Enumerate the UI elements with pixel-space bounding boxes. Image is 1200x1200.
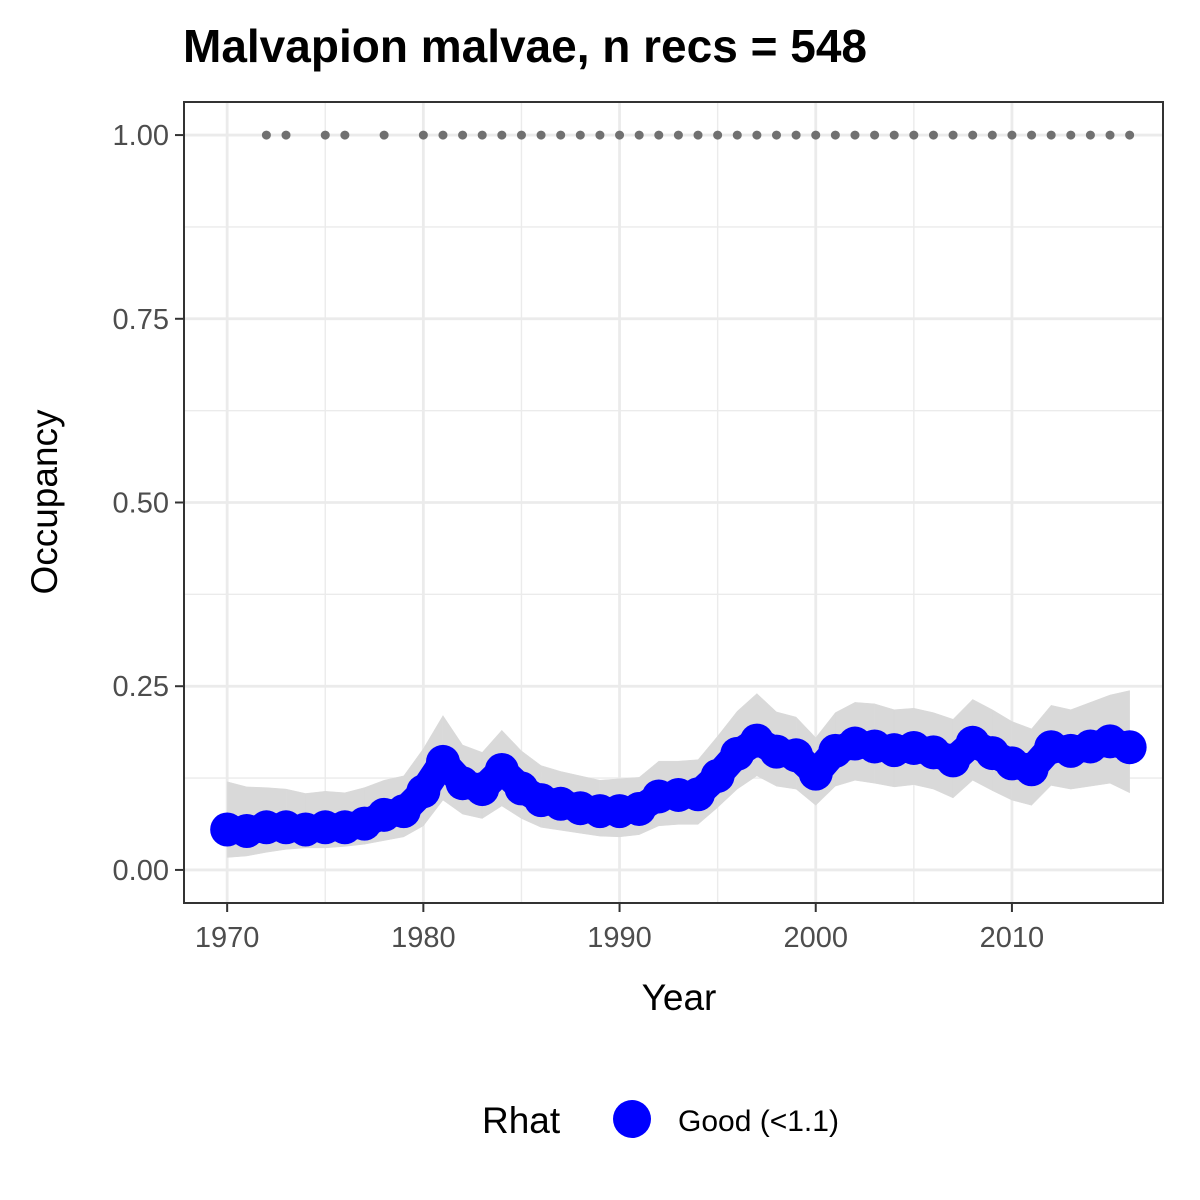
record-marker (1125, 130, 1135, 140)
record-year-markers (261, 130, 1135, 140)
occupancy-point (1112, 730, 1147, 765)
axis-tick-labels: 1970 1980 1990 2000 2010 0.00 0.25 0.50 0.75 1.00 (113, 120, 1045, 954)
occupancy-point (1014, 752, 1049, 787)
record-marker (713, 130, 723, 140)
y-tick-label: 1.00 (113, 120, 169, 152)
occupancy-point (700, 758, 735, 793)
occupancy-points (210, 723, 1147, 848)
record-marker (850, 130, 860, 140)
record-marker (438, 130, 448, 140)
record-marker (1066, 130, 1076, 140)
record-marker (379, 130, 389, 140)
record-marker (654, 130, 664, 140)
occupancy-point (406, 774, 441, 809)
occupancy-point (798, 756, 833, 791)
record-marker (458, 130, 468, 140)
record-marker (752, 130, 762, 140)
x-tick-label: 1970 (195, 922, 260, 954)
y-axis-title: Occupancy (24, 409, 65, 595)
y-tick-label: 0.25 (113, 671, 169, 703)
record-marker (732, 130, 742, 140)
x-tick-label: 1980 (391, 922, 456, 954)
legend-title: Rhat (482, 1100, 561, 1141)
record-marker (1085, 130, 1095, 140)
record-marker (320, 130, 330, 140)
record-marker (261, 130, 271, 140)
record-marker (693, 130, 703, 140)
record-marker (889, 130, 899, 140)
record-marker (595, 130, 605, 140)
record-marker (928, 130, 938, 140)
record-marker (477, 130, 487, 140)
x-tick-label: 1990 (587, 922, 652, 954)
record-marker (811, 130, 821, 140)
x-tick-label: 2010 (980, 922, 1045, 954)
record-marker (281, 130, 291, 140)
record-marker (830, 130, 840, 140)
y-tick-label: 0.00 (113, 855, 169, 887)
x-axis-title: Year (642, 977, 717, 1018)
legend-label-good: Good (<1.1) (678, 1105, 839, 1138)
record-marker (536, 130, 546, 140)
x-tick-label: 2000 (783, 922, 848, 954)
record-marker (615, 130, 625, 140)
y-tick-label: 0.75 (113, 304, 169, 336)
record-marker (418, 130, 428, 140)
legend-key-good (613, 1100, 651, 1138)
record-marker (870, 130, 880, 140)
legend: Rhat Good (<1.1) (482, 1100, 839, 1141)
axis-ticks (175, 134, 1013, 912)
record-marker (1046, 130, 1056, 140)
record-marker (1105, 130, 1115, 140)
record-marker (1027, 130, 1037, 140)
record-marker (772, 130, 782, 140)
record-marker (516, 130, 526, 140)
chart-title: Malvapion malvae, n recs = 548 (183, 20, 867, 72)
record-marker (340, 130, 350, 140)
record-marker (673, 130, 683, 140)
record-marker (1007, 130, 1017, 140)
record-marker (556, 130, 566, 140)
record-marker (497, 130, 507, 140)
record-marker (575, 130, 585, 140)
record-marker (987, 130, 997, 140)
record-marker (791, 130, 801, 140)
record-marker (634, 130, 644, 140)
record-marker (948, 130, 958, 140)
record-marker (909, 130, 919, 140)
record-marker (968, 130, 978, 140)
y-tick-label: 0.50 (113, 488, 169, 520)
